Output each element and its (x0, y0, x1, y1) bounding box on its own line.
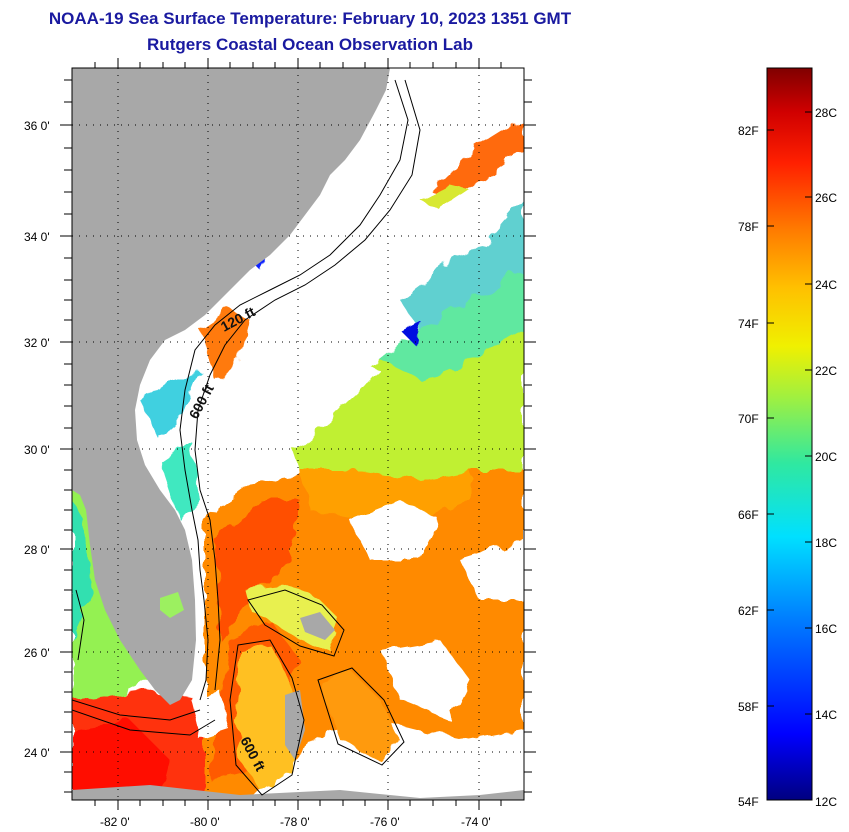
depth-contours (72, 79, 421, 796)
lat-label-28: 28 0' (24, 543, 50, 557)
lake-okeechobee (160, 592, 184, 618)
latitude-labels: 36 0' 34 0' 32 0' 30 0' 28 0' 26 0' 24 0… (24, 119, 50, 760)
cb-label-22c: 22C (815, 364, 837, 378)
cb-label-26c: 26C (815, 191, 837, 205)
cb-label-54f: 54F (738, 795, 759, 809)
map-title: NOAA-19 Sea Surface Temperature: Februar… (48, 9, 572, 28)
lon-label-76: -76 0' (370, 815, 400, 829)
cb-label-12c: 12C (815, 795, 837, 809)
cb-label-78f: 78F (738, 220, 759, 234)
lat-label-36: 36 0' (24, 119, 50, 133)
colorbar-gradient (766, 67, 813, 801)
lon-label-80: -80 0' (190, 815, 220, 829)
colorbar-celsius-labels: 28C 26C 24C 22C 20C 18C 16C 14C 12C (815, 106, 837, 809)
cb-label-82f: 82F (738, 124, 759, 138)
bahamas-abaco (300, 612, 335, 640)
cb-label-28c: 28C (815, 106, 837, 120)
cloud-patches (190, 200, 524, 740)
graticule (72, 68, 524, 800)
lat-label-26: 26 0' (24, 646, 50, 660)
lat-label-34: 34 0' (24, 230, 50, 244)
longitude-labels: -82 0' -80 0' -78 0' -76 0' -74 0' (100, 815, 491, 829)
cb-label-62f: 62F (738, 604, 759, 618)
cb-label-14c: 14C (815, 708, 837, 722)
cb-label-66f: 66F (738, 508, 759, 522)
axis-ticks (60, 58, 536, 810)
lon-label-74: -74 0' (461, 815, 491, 829)
us-southeast-landmass (72, 68, 390, 705)
lon-label-82: -82 0' (100, 815, 130, 829)
land (72, 68, 524, 800)
cb-label-58f: 58F (738, 700, 759, 714)
cb-label-70f: 70F (738, 412, 759, 426)
cb-label-74f: 74F (738, 317, 759, 331)
map-panel: 120 ft 600 ft 600 ft (72, 68, 524, 800)
cb-label-16c: 16C (815, 622, 837, 636)
cb-label-24c: 24C (815, 278, 837, 292)
colorbar-ticks (767, 111, 812, 715)
map-subtitle: Rutgers Coastal Ocean Observation Lab (147, 35, 473, 54)
cuba-coast (72, 785, 524, 800)
lat-label-32: 32 0' (24, 336, 50, 350)
colorbar: 82F 78F 74F 70F 66F 62F 58F 54F 28C 26C … (738, 67, 837, 809)
lon-label-78: -78 0' (280, 815, 310, 829)
colorbar-fahrenheit-labels: 82F 78F 74F 70F 66F 62F 58F 54F (738, 124, 759, 809)
lat-label-30: 30 0' (24, 443, 50, 457)
cb-label-18c: 18C (815, 536, 837, 550)
cb-label-20c: 20C (815, 450, 837, 464)
lat-label-24: 24 0' (24, 746, 50, 760)
